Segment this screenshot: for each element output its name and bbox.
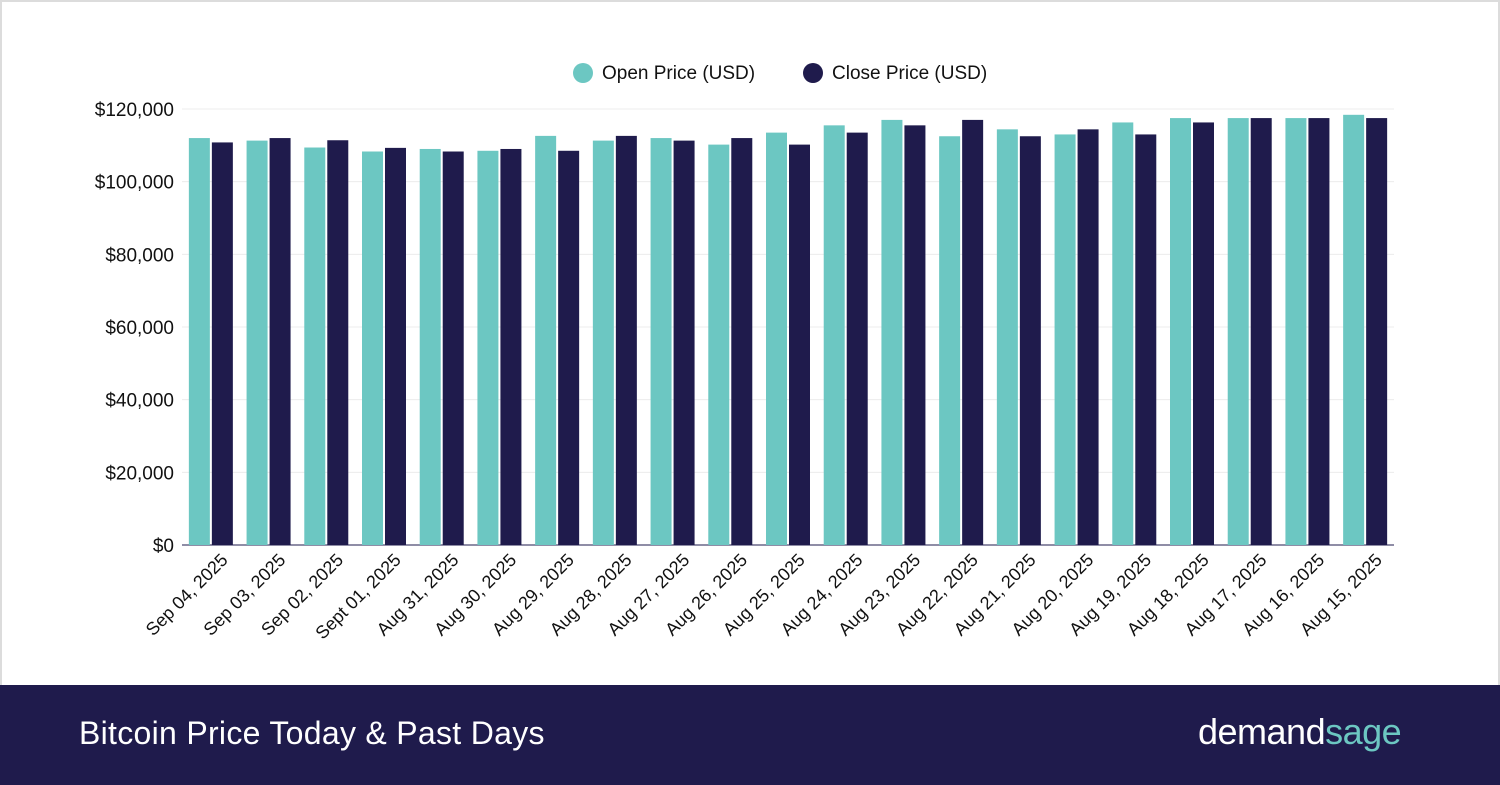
- y-tick-label: $120,000: [95, 100, 174, 121]
- footer-bar: Bitcoin Price Today & Past Days demandsa…: [0, 685, 1500, 785]
- legend-swatch: [573, 63, 593, 83]
- bar-open: [188, 138, 210, 546]
- gridlines: [182, 108, 1394, 546]
- y-tick-label: $80,000: [105, 245, 174, 266]
- bar-close: [1077, 129, 1099, 545]
- bar-open: [1112, 122, 1134, 546]
- bar-chart: $0 $20,000 $40,000 $60,000 $80,000 $100,000 $1…: [95, 63, 1394, 643]
- bar-close: [1193, 122, 1214, 546]
- bar-open: [939, 136, 961, 545]
- bar-close: [731, 138, 753, 546]
- bar-open: [1054, 134, 1076, 545]
- brand-logo-part1: demand: [1198, 711, 1326, 752]
- bar-close: [789, 144, 810, 545]
- y-tick-label: $20,000: [105, 463, 174, 484]
- bar-open: [362, 151, 383, 545]
- bar-close: [442, 151, 464, 545]
- bar-close: [500, 148, 522, 545]
- brand-logo-part2: sage: [1325, 711, 1402, 752]
- bar-open: [304, 147, 326, 545]
- bar-close: [846, 132, 868, 545]
- bar-open: [419, 148, 441, 545]
- bar-open: [246, 140, 268, 546]
- bar-close: [269, 138, 291, 546]
- bar-close: [385, 147, 406, 546]
- bar-close: [1366, 118, 1388, 545]
- y-tick-label: $100,000: [95, 173, 174, 194]
- y-axis: $0 $20,000 $40,000 $60,000 $80,000 $100,000 $1…: [95, 100, 174, 557]
- bar-close: [1250, 118, 1272, 545]
- bar-close: [904, 125, 926, 545]
- bar-open: [766, 132, 787, 545]
- bar-close: [1019, 136, 1041, 545]
- bar-close: [673, 140, 695, 546]
- y-tick-label: $60,000: [105, 318, 174, 339]
- bar-close: [962, 119, 984, 546]
- bar-close: [1135, 134, 1157, 545]
- legend: Open Price (USD) Close Price (USD): [573, 63, 987, 84]
- bar-open: [535, 135, 557, 546]
- bar-open: [881, 119, 903, 546]
- chart-title: Bitcoin Price Today & Past Days: [79, 715, 545, 751]
- bar-open: [1285, 118, 1307, 545]
- bar-close: [327, 140, 349, 545]
- bar-open: [708, 144, 730, 545]
- bar-open: [823, 125, 845, 545]
- legend-label: Open Price (USD): [602, 63, 755, 84]
- bar-close: [1308, 118, 1330, 545]
- bar-close: [211, 142, 233, 545]
- bar-close: [558, 150, 580, 546]
- y-tick-label: $0: [153, 536, 174, 557]
- y-tick-label: $40,000: [105, 391, 174, 412]
- bar-open: [1343, 114, 1365, 546]
- bar-open: [650, 138, 672, 546]
- bar-open: [1170, 118, 1191, 545]
- bar-open: [477, 150, 499, 546]
- bar-open: [1227, 118, 1249, 545]
- bar-open: [996, 129, 1018, 545]
- legend-swatch: [803, 63, 823, 83]
- bar-open: [592, 140, 614, 546]
- legend-label: Close Price (USD): [832, 63, 987, 84]
- bars: [188, 114, 1388, 546]
- bar-close: [615, 135, 637, 546]
- brand-logo: demandsage: [1198, 711, 1402, 753]
